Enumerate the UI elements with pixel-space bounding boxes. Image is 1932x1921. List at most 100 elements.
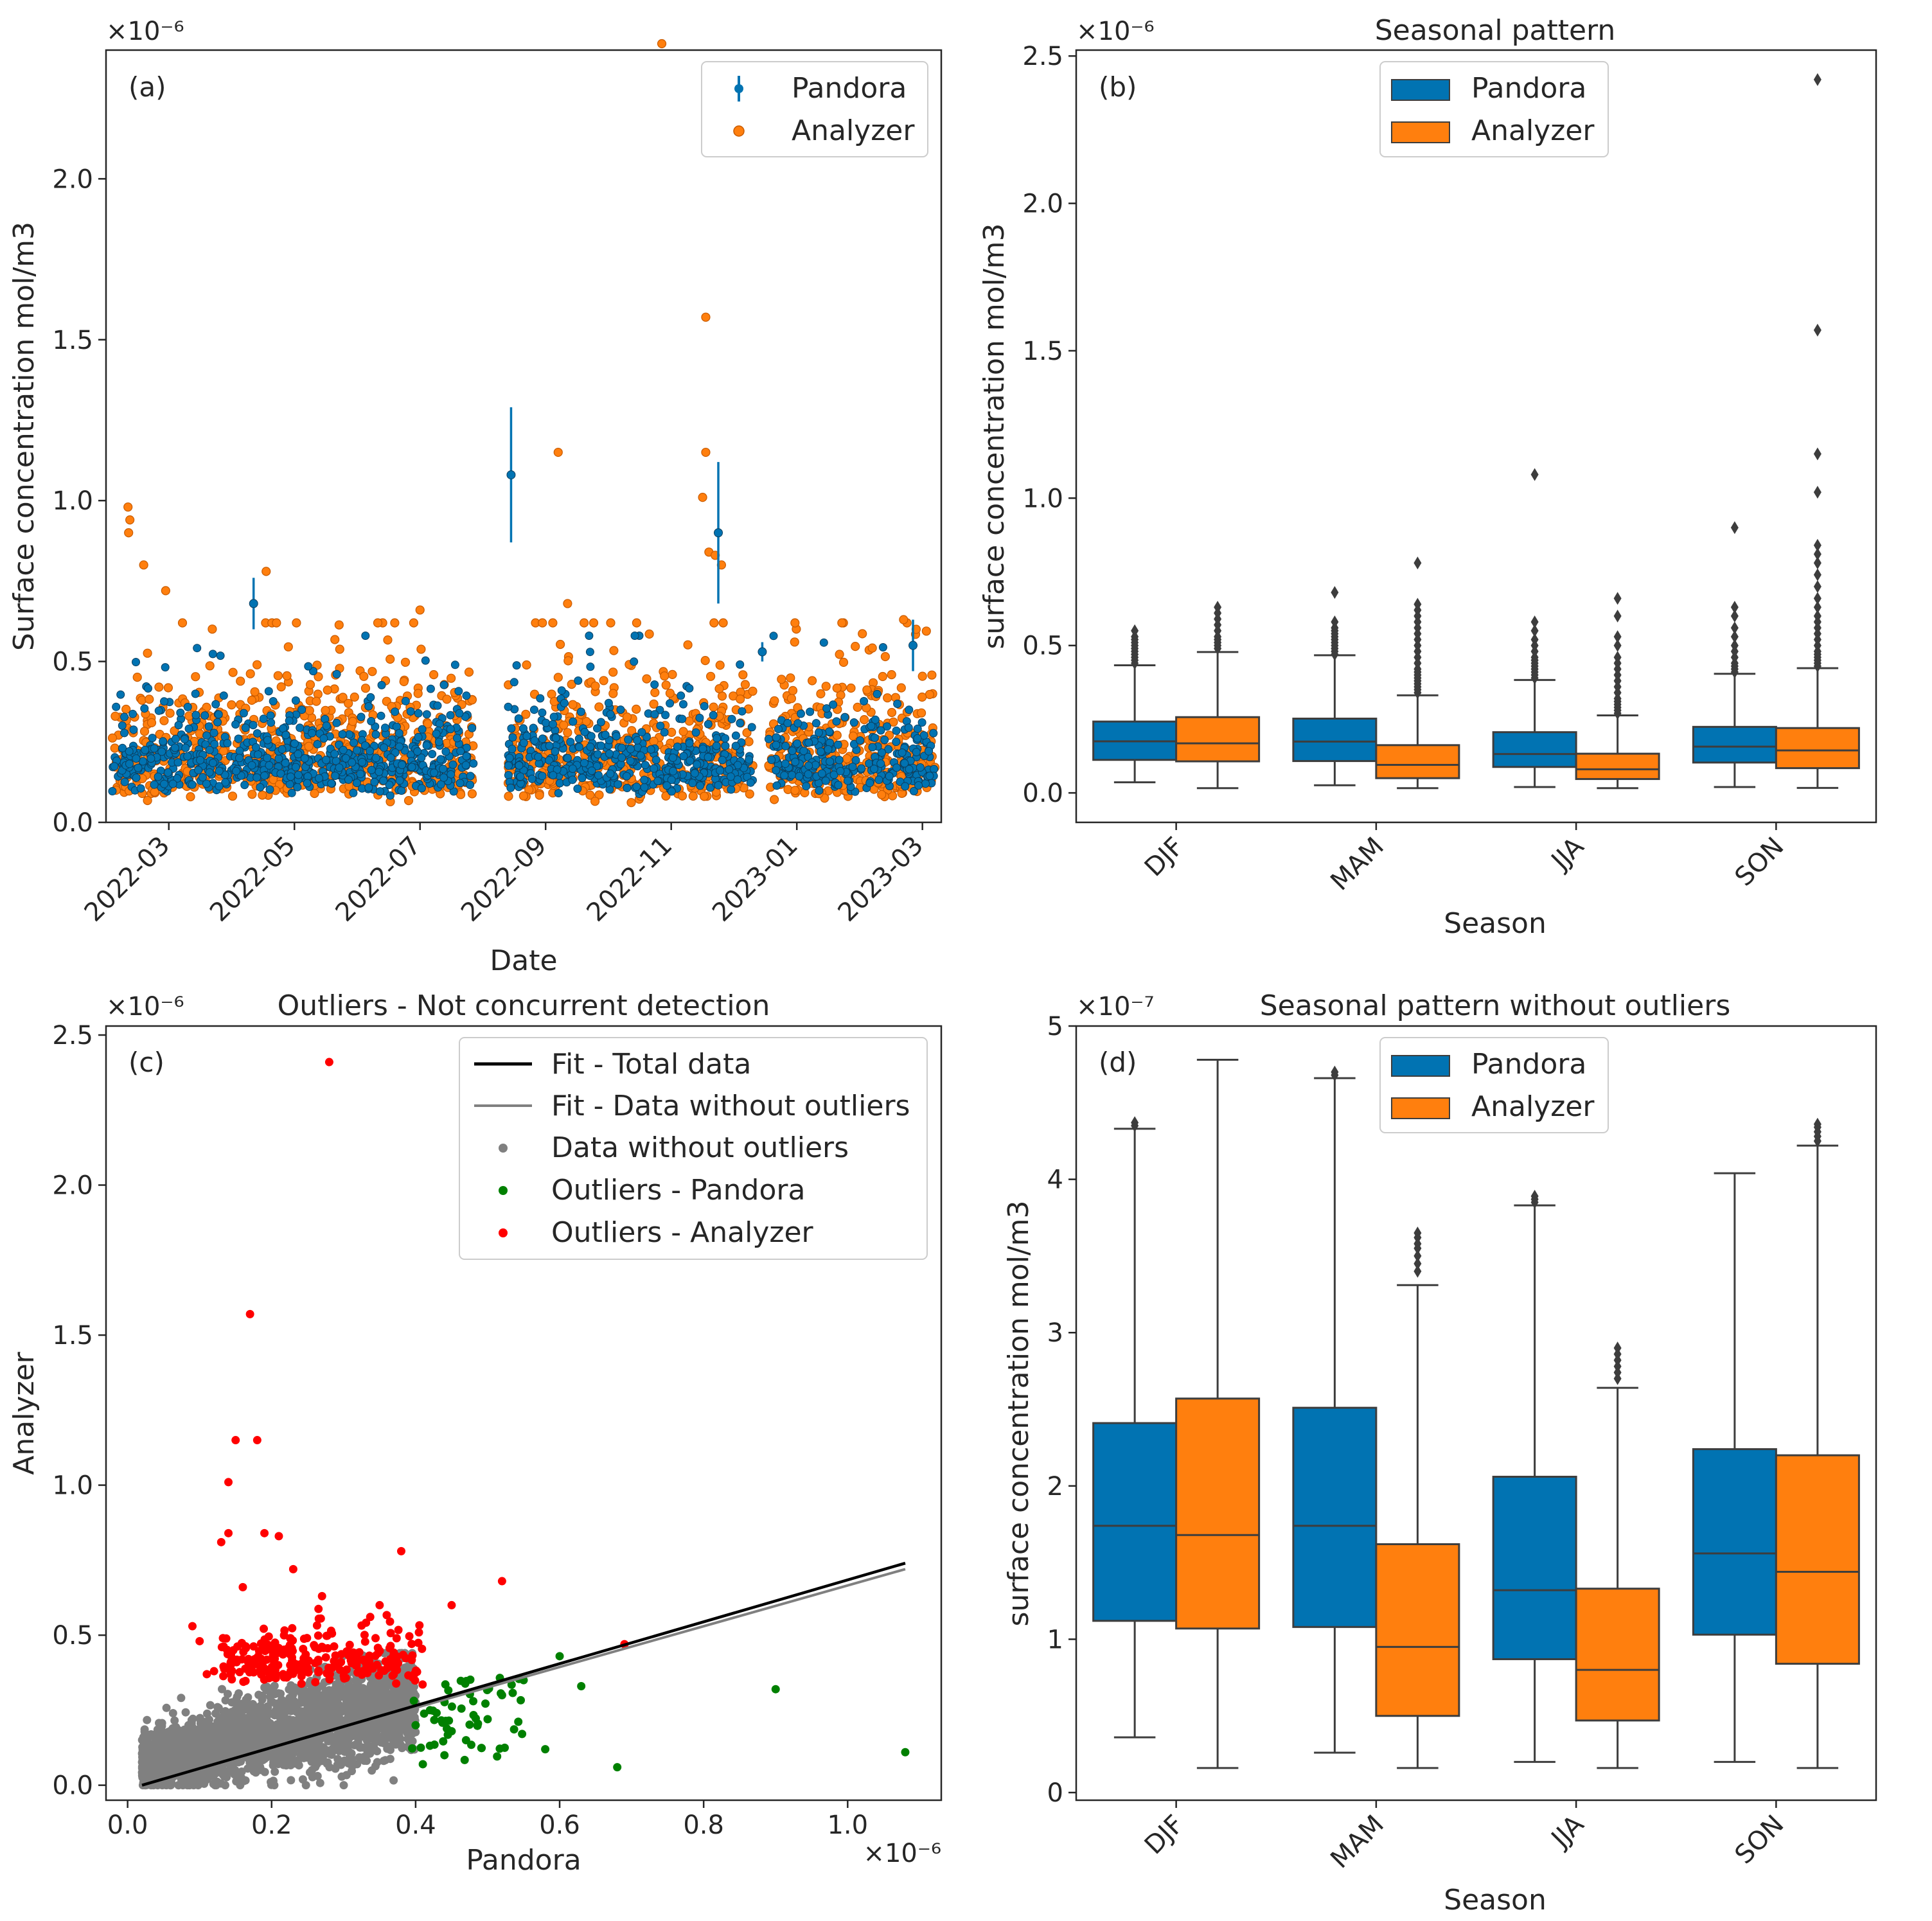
pandora-point: [263, 754, 272, 763]
analyzer-point: [143, 795, 152, 806]
panel-b-label: (b): [1099, 71, 1137, 103]
pandora-point: [377, 680, 386, 689]
pandora-point: [434, 738, 443, 747]
box-iqr: [1575, 752, 1660, 781]
pandora-point: [512, 661, 521, 670]
analyzer-point: [563, 728, 572, 738]
analyzer-point: [399, 677, 409, 687]
box-iqr: [1375, 744, 1460, 779]
analyzer-point: [272, 618, 281, 628]
pandora-point: [614, 780, 623, 789]
pandora-point: [736, 719, 745, 728]
analyzer-point: [276, 682, 286, 692]
analyzer-point: [877, 790, 887, 799]
pandora-point: [219, 691, 228, 700]
pandora-point: [630, 632, 639, 640]
pandora-point: [815, 786, 824, 795]
pandora-point: [213, 718, 222, 727]
pandora-point: [898, 748, 907, 757]
analyzer-point: [107, 733, 118, 743]
pandora-point: [160, 779, 168, 788]
analyzer-point: [559, 720, 569, 730]
analyzer-point: [165, 708, 175, 718]
pandora-point: [191, 711, 200, 720]
pandora-point: [781, 741, 790, 750]
analyzer-point: [853, 702, 862, 713]
pandora-point: [428, 750, 437, 759]
pandora-point: [804, 738, 813, 747]
analyzer-point: [163, 683, 173, 693]
pandora-point: [900, 759, 909, 768]
pandora-point: [673, 742, 682, 751]
pandora-point: [418, 725, 427, 734]
analyzer-point: [247, 790, 257, 799]
analyzer-point: [862, 685, 872, 695]
analyzer-point: [161, 586, 170, 596]
analyzer-point: [250, 687, 260, 696]
pandora-point: [596, 741, 605, 750]
pandora-point: [716, 766, 725, 775]
pandora-point: [506, 470, 516, 480]
pandora-point: [617, 753, 626, 762]
pandora-point: [865, 779, 874, 788]
pandora-point: [669, 766, 678, 775]
pandora-point: [905, 705, 914, 714]
pandora-point: [580, 759, 589, 768]
clean-data-point: [301, 1781, 310, 1790]
pandora-point: [916, 763, 925, 772]
analyzer-point: [632, 704, 641, 714]
pandora-point: [568, 765, 577, 773]
pandora-point: [857, 764, 866, 773]
analyzer-point: [334, 620, 344, 630]
pandora-point: [641, 761, 650, 770]
pandora-point: [338, 730, 347, 739]
pandora-point: [721, 734, 730, 743]
analyzer-point: [124, 528, 134, 538]
pandora-point: [349, 788, 358, 797]
pandora-point: [636, 751, 645, 760]
panel-a-ytick-label: 0.5: [52, 648, 93, 677]
pandora-point: [781, 759, 790, 768]
pandora-point: [746, 778, 755, 787]
pandora-point: [677, 691, 686, 700]
pandora-point: [239, 709, 248, 718]
pandora-point: [269, 697, 278, 705]
analyzer-point: [218, 746, 228, 756]
pandora-point: [264, 687, 273, 696]
pandora-point: [254, 750, 262, 759]
pandora-point: [150, 780, 159, 789]
pandora-point: [313, 739, 322, 748]
panel-b-title: Seasonal pattern: [1375, 14, 1616, 47]
pandora-point: [767, 756, 776, 765]
analyzer-point: [186, 792, 195, 802]
pandora-point: [164, 768, 172, 777]
analyzer-point: [283, 642, 293, 651]
pandora-point: [241, 723, 250, 732]
analyzer-point: [921, 626, 931, 636]
pandora-point: [806, 707, 815, 716]
analyzer-point: [837, 618, 847, 628]
pandora-point: [892, 738, 901, 747]
pandora-point: [816, 747, 825, 756]
analyzer-point: [880, 651, 891, 662]
pandora-point: [640, 783, 649, 792]
pandora-point: [118, 721, 127, 730]
pandora-point: [161, 663, 170, 672]
pandora-point: [202, 731, 211, 740]
pandora-point: [893, 700, 902, 708]
pandora-point: [921, 779, 930, 788]
pandora-point: [235, 754, 244, 763]
analyzer-point: [310, 788, 319, 799]
panel-b-ytick-label: 1.0: [1022, 484, 1063, 513]
analyzer-point: [123, 502, 133, 512]
analyzer-point: [589, 618, 599, 628]
analyzer-point: [678, 727, 688, 736]
analyzer-point: [660, 671, 669, 681]
analyzer-point: [553, 447, 563, 457]
pandora-point: [232, 766, 241, 775]
pandora-point: [439, 765, 448, 774]
pandora-point: [516, 772, 525, 781]
pandora-point: [436, 755, 445, 764]
pandora-point: [330, 749, 339, 758]
pandora-point: [327, 779, 336, 788]
